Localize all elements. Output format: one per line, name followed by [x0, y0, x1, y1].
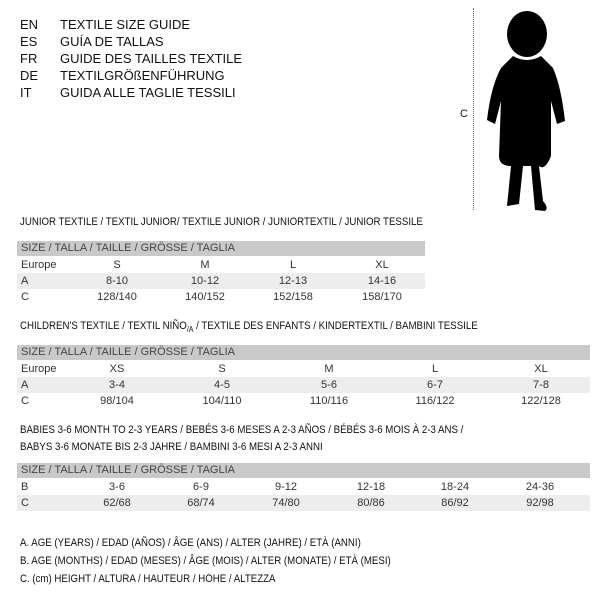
- table-cell: 140/152: [185, 291, 225, 303]
- table-cell: 104/110: [202, 395, 242, 407]
- table-cell: 3-4: [109, 379, 125, 391]
- table-cell: 18-24: [440, 481, 470, 493]
- table-cell: 110/116: [309, 395, 349, 407]
- table-row: Europe S M L XL: [17, 257, 425, 273]
- table-cell: XS: [109, 363, 125, 375]
- table-row: A 8-10 10-12 12-13 14-16: [17, 273, 425, 289]
- legend-item: C. (cm) HEIGHT / ALTURA / HAUTEUR / HÖHE…: [20, 573, 276, 585]
- table-cell: XL: [375, 259, 389, 271]
- table-row: B 3-6 6-9 9-12 12-18 18-24 24-36: [17, 479, 590, 495]
- table-cell: 10-12: [190, 275, 220, 287]
- row-label: C: [21, 395, 29, 407]
- language-list: EN TEXTILE SIZE GUIDE ES GUÍA DE TALLAS FR GU…: [20, 16, 242, 101]
- size-header: SIZE / TALLA / TAILLE / GRÖSSE / TAGLIA: [17, 241, 425, 256]
- table-cell: 80/86: [357, 497, 385, 509]
- legend: A. AGE (YEARS) / EDAD (AÑOS) / ÂGE (ANS)…: [20, 537, 441, 591]
- table-row: C 62/68 68/74 74/80 80/86 86/92 92/98: [17, 495, 590, 511]
- babies-title-line2: BABYS 3-6 MONATE BIS 2-3 JAHRE / BAMBINI…: [20, 441, 323, 453]
- table-cell: 128/140: [97, 291, 137, 303]
- babies-title-line1: BABIES 3-6 MONTH TO 2-3 YEARS / BEBÉS 3-…: [20, 424, 464, 436]
- table-row: C 98/104 104/110 110/116 116/122 122/128: [17, 393, 590, 409]
- row-label: Europe: [21, 363, 57, 375]
- table-cell: 86/92: [441, 497, 469, 509]
- row-label: A: [21, 275, 29, 287]
- child-figure: C: [455, 6, 580, 212]
- size-header: SIZE / TALLA / TAILLE / GRÖSSE / TAGLIA: [17, 463, 590, 478]
- table-cell: 158/170: [362, 291, 402, 303]
- table-cell: 68/74: [187, 497, 215, 509]
- junior-title: JUNIOR TEXTILE / TEXTIL JUNIOR/ TEXTILE …: [20, 216, 423, 228]
- table-cell: 14-16: [367, 275, 397, 287]
- children-title: CHILDREN'S TEXTILE / TEXTIL NIÑO/A / TEX…: [20, 320, 478, 335]
- child-silhouette-icon: [487, 11, 565, 211]
- table-cell: 116/122: [415, 395, 455, 407]
- table-cell: 3-6: [109, 481, 125, 493]
- table-cell: 92/98: [526, 497, 554, 509]
- table-cell: 24-36: [525, 481, 555, 493]
- height-dotted-line: [473, 8, 474, 210]
- row-label: C: [21, 497, 29, 509]
- table-cell: 6-7: [427, 379, 443, 391]
- table-cell: 5-6: [321, 379, 337, 391]
- table-cell: XL: [534, 363, 548, 375]
- table-row: Europe XS S M L XL: [17, 361, 590, 377]
- legend-item: B. AGE (MONTHS) / EDAD (MESES) / ÂGE (MO…: [20, 555, 391, 567]
- language-line: EN TEXTILE SIZE GUIDE: [20, 17, 191, 32]
- table-cell: 4-5: [214, 379, 230, 391]
- language-line: IT GUIDA ALLE TAGLIE TESSILI: [20, 85, 236, 100]
- table-cell: 152/158: [273, 291, 313, 303]
- table-cell: 12-18: [356, 481, 386, 493]
- table-cell: 62/68: [103, 497, 131, 509]
- size-header: SIZE / TALLA / TAILLE / GRÖSSE / TAGLIA: [17, 345, 590, 360]
- table-cell: 7-8: [533, 379, 549, 391]
- legend-item: A. AGE (YEARS) / EDAD (AÑOS) / ÂGE (ANS)…: [20, 537, 361, 549]
- table-row: C 128/140 140/152 152/158 158/170: [17, 289, 425, 305]
- table-cell: M: [324, 363, 334, 375]
- table-cell: 6-9: [193, 481, 209, 493]
- table-cell: 98/104: [100, 395, 134, 407]
- language-line: FR GUIDE DES TAILLES TEXTILE: [20, 51, 243, 66]
- row-label: B: [21, 481, 29, 493]
- height-label: C: [460, 108, 468, 120]
- table-cell: S: [113, 259, 121, 271]
- row-label: Europe: [21, 259, 57, 271]
- table-row: A 3-4 4-5 5-6 6-7 7-8: [17, 377, 590, 393]
- language-line: ES GUÍA DE TALLAS: [20, 34, 164, 49]
- table-cell: L: [289, 259, 297, 271]
- row-label: A: [21, 379, 29, 391]
- row-label: C: [21, 291, 29, 303]
- table-cell: L: [431, 363, 439, 375]
- table-cell: M: [200, 259, 210, 271]
- table-cell: 74/80: [272, 497, 300, 509]
- table-cell: S: [218, 363, 226, 375]
- table-cell: 9-12: [274, 481, 298, 493]
- table-cell: 12-13: [278, 275, 308, 287]
- table-cell: 122/128: [521, 395, 561, 407]
- language-line: DE TEXTILGRÖßENFÜHRUNG: [20, 68, 225, 83]
- table-cell: 8-10: [105, 275, 129, 287]
